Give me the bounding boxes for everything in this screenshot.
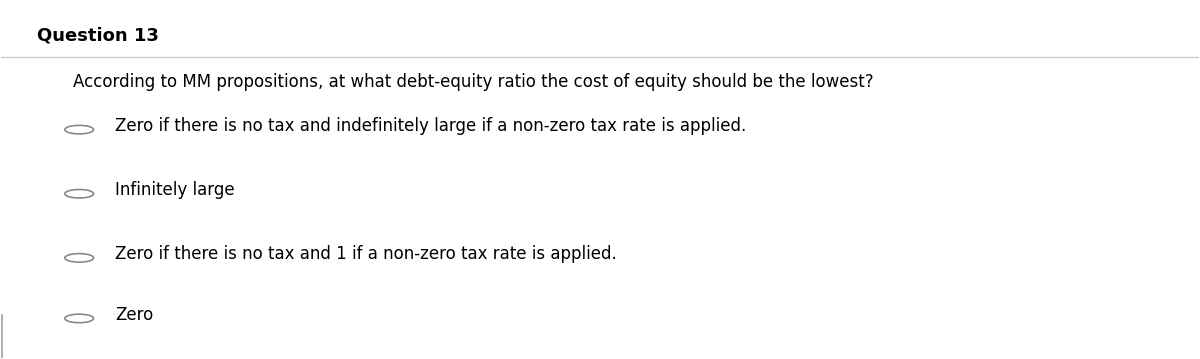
Text: Zero if there is no tax and indefinitely large if a non-zero tax rate is applied: Zero if there is no tax and indefinitely… (115, 117, 746, 135)
Text: Infinitely large: Infinitely large (115, 181, 235, 199)
Text: According to MM propositions, at what debt-equity ratio the cost of equity shoul: According to MM propositions, at what de… (73, 73, 874, 90)
Circle shape (65, 253, 94, 262)
Text: Zero: Zero (115, 306, 154, 324)
Text: Question 13: Question 13 (37, 26, 160, 44)
Text: Zero if there is no tax and 1 if a non-zero tax rate is applied.: Zero if there is no tax and 1 if a non-z… (115, 246, 617, 264)
Circle shape (65, 314, 94, 323)
Circle shape (65, 190, 94, 198)
Circle shape (65, 125, 94, 134)
